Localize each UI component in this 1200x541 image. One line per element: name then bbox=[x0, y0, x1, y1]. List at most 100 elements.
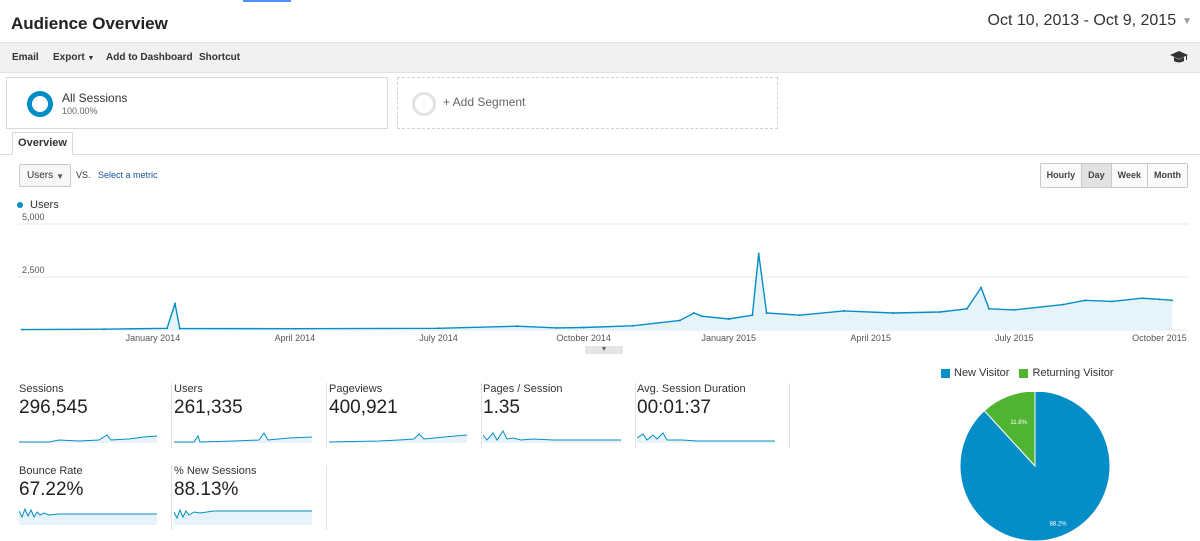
tab-overview[interactable]: Overview bbox=[12, 132, 73, 155]
data-point[interactable] bbox=[1171, 299, 1173, 302]
granularity-toggle: Hourly Day Week Month bbox=[1039, 163, 1188, 188]
data-point[interactable] bbox=[1013, 308, 1016, 311]
data-point[interactable] bbox=[178, 327, 181, 330]
metric-label: % New Sessions bbox=[174, 465, 257, 477]
x-tick-label: July 2014 bbox=[419, 333, 458, 343]
add-to-dashboard-button[interactable]: Add to Dashboard bbox=[106, 52, 193, 63]
graduation-cap-icon[interactable] bbox=[1170, 50, 1188, 64]
x-tick-label: April 2014 bbox=[275, 333, 316, 343]
legend-swatch bbox=[1019, 368, 1029, 378]
pie-legend: New Visitor Returning Visitor bbox=[941, 367, 1114, 379]
data-point[interactable] bbox=[1141, 297, 1144, 300]
metric-pages-per-session: Pages / Session 1.35 bbox=[481, 383, 636, 448]
data-point[interactable] bbox=[727, 317, 730, 320]
pie-data-label: 88.2% bbox=[1050, 521, 1068, 527]
tab-bar-line bbox=[0, 154, 1200, 155]
data-point[interactable] bbox=[555, 326, 558, 329]
data-point[interactable] bbox=[980, 286, 983, 289]
data-point[interactable] bbox=[174, 302, 177, 305]
metric-avg-session-duration: Avg. Session Duration 00:01:37 bbox=[635, 383, 790, 448]
chart-collapse-handle[interactable]: ▼ bbox=[585, 346, 623, 354]
data-point[interactable] bbox=[582, 326, 585, 329]
metric-pageviews: Pageviews 400,921 bbox=[327, 383, 482, 448]
hourly-button[interactable]: Hourly bbox=[1040, 164, 1082, 187]
y-tick-label: 5,000 bbox=[22, 212, 45, 222]
data-point[interactable] bbox=[965, 307, 968, 310]
data-point[interactable] bbox=[631, 324, 634, 327]
data-point[interactable] bbox=[678, 319, 681, 322]
data-point[interactable] bbox=[798, 314, 801, 317]
metric-label: Pages / Session bbox=[483, 383, 563, 395]
pie-data-label: 11.8% bbox=[1010, 420, 1027, 426]
data-point[interactable] bbox=[891, 312, 894, 315]
week-button[interactable]: Week bbox=[1110, 164, 1147, 187]
metric-label: Bounce Rate bbox=[19, 465, 83, 477]
data-point[interactable] bbox=[842, 309, 845, 312]
metric-dropdown[interactable]: Users ▼ bbox=[19, 164, 71, 187]
x-tick-label: July 2015 bbox=[995, 333, 1034, 343]
chevron-down-icon: ▼ bbox=[1182, 15, 1192, 27]
users-area-fill bbox=[22, 253, 1172, 330]
sparkline bbox=[174, 432, 312, 443]
visitor-type-pie-chart: 88.2% 11.8% bbox=[959, 392, 1111, 541]
month-button[interactable]: Month bbox=[1147, 164, 1187, 187]
sparkline bbox=[483, 430, 621, 443]
shortcut-button[interactable]: Shortcut bbox=[199, 52, 241, 63]
metric-value: 88.13% bbox=[174, 479, 239, 500]
date-range-picker[interactable]: Oct 10, 2013 - Oct 9, 2015 ▼ bbox=[988, 8, 1192, 34]
data-point[interactable] bbox=[693, 312, 696, 315]
data-point[interactable] bbox=[516, 325, 519, 328]
legend-users-label: Users bbox=[30, 199, 59, 211]
day-button[interactable]: Day bbox=[1081, 164, 1111, 187]
x-tick-label: October 2014 bbox=[556, 333, 611, 343]
data-point[interactable] bbox=[1158, 298, 1161, 301]
legend-new-visitor[interactable]: New Visitor bbox=[941, 367, 1009, 379]
y-tick-label: 2,500 bbox=[22, 265, 45, 275]
metric-label: Avg. Session Duration bbox=[637, 383, 746, 395]
data-point[interactable] bbox=[293, 327, 296, 330]
pie-slice-returning-visitor[interactable] bbox=[983, 392, 1036, 468]
x-tick-label: October 2015 bbox=[1132, 333, 1187, 343]
caret-down-icon: ▼ bbox=[56, 172, 64, 181]
metric-value: 1.35 bbox=[483, 397, 520, 418]
metric-dropdown-value: Users bbox=[27, 170, 54, 181]
sparkline bbox=[19, 434, 157, 443]
select-metric-link[interactable]: Select a metric bbox=[98, 170, 158, 180]
legend-dot-icon bbox=[17, 202, 23, 208]
sparkline bbox=[19, 507, 157, 525]
legend-label: New Visitor bbox=[954, 367, 1010, 379]
metric-pct-new-sessions: % New Sessions 88.13% bbox=[172, 465, 327, 530]
data-point[interactable] bbox=[700, 315, 703, 318]
metric-value: 67.22% bbox=[19, 479, 84, 500]
data-point[interactable] bbox=[1062, 303, 1065, 306]
export-button[interactable]: Export ▼ bbox=[53, 52, 94, 63]
date-range-label: Oct 10, 2013 - Oct 9, 2015 bbox=[987, 12, 1177, 29]
metric-sessions: Sessions 296,545 bbox=[17, 383, 172, 448]
legend-swatch bbox=[941, 368, 950, 378]
add-segment-button[interactable]: + Add Segment bbox=[397, 77, 778, 129]
data-point[interactable] bbox=[166, 327, 169, 330]
metric-label: Users bbox=[174, 383, 203, 395]
title-row: Audience Overview Oct 10, 2013 - Oct 9, … bbox=[0, 0, 1200, 42]
export-label: Export bbox=[53, 52, 85, 63]
data-point[interactable] bbox=[757, 252, 760, 255]
data-point[interactable] bbox=[765, 312, 768, 315]
data-point[interactable] bbox=[939, 310, 942, 313]
data-point[interactable] bbox=[437, 327, 440, 330]
metric-value: 400,921 bbox=[329, 397, 398, 418]
top-accent-bar bbox=[243, 0, 291, 2]
data-point[interactable] bbox=[21, 328, 23, 331]
metric-value: 261,335 bbox=[174, 397, 243, 418]
add-segment-label: + Add Segment bbox=[443, 95, 526, 109]
empty-ring-icon bbox=[412, 92, 436, 116]
data-point[interactable] bbox=[1111, 300, 1114, 303]
legend-returning-visitor[interactable]: Returning Visitor bbox=[1019, 367, 1114, 379]
data-point[interactable] bbox=[103, 328, 106, 331]
sparkline bbox=[329, 433, 467, 443]
data-point[interactable] bbox=[1084, 299, 1087, 302]
data-point[interactable] bbox=[988, 307, 991, 310]
toolbar: Email Export ▼ Add to Dashboard Shortcut bbox=[0, 42, 1200, 73]
email-button[interactable]: Email bbox=[12, 52, 39, 63]
data-point[interactable] bbox=[751, 314, 754, 317]
segment-all-sessions[interactable]: All Sessions 100.00% bbox=[6, 77, 388, 129]
